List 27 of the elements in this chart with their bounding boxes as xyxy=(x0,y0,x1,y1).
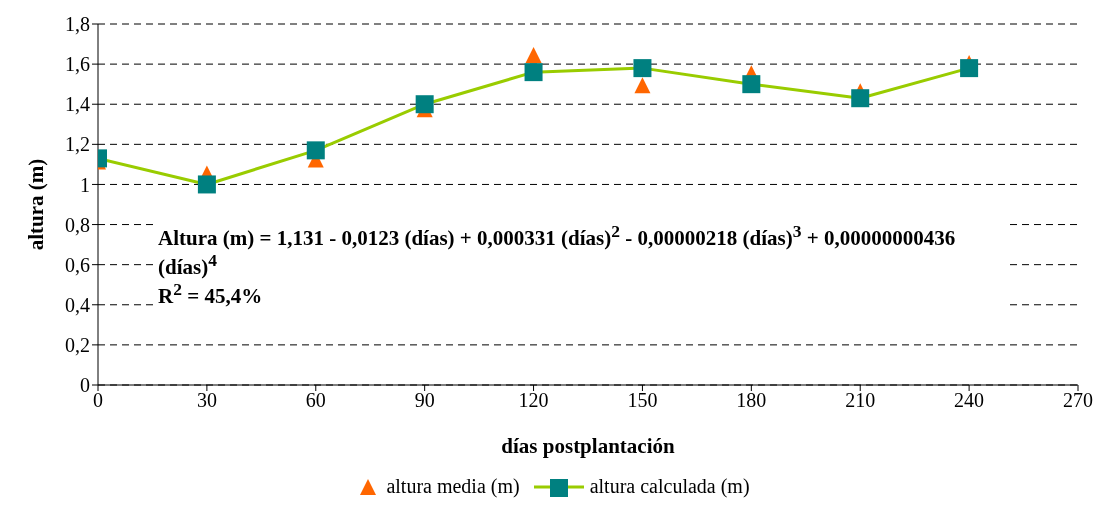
text: Altura (m) = 1,131 - 0,0123 (días) + 0,000331 (días)$^{2}$ - 0,00000218 (días)$^{3}$ + 0,00000000436 (días)$^{4}$ xyxy=(158,221,956,279)
x-tick-label: 210 xyxy=(845,389,876,412)
y-axis-title: altura (m) xyxy=(24,158,49,251)
y-tick-label: 0,4 xyxy=(65,293,90,316)
y-tick-label: 0,6 xyxy=(65,253,90,276)
x-tick-label: 240 xyxy=(954,389,985,412)
legend-label: altura media (m) xyxy=(386,475,520,498)
x-tick-label: 120 xyxy=(518,389,549,412)
x-tick-label: 150 xyxy=(627,389,658,412)
x-tick-label: 30 xyxy=(196,389,217,412)
x-tick-label: 90 xyxy=(414,389,435,412)
y-tick-label: 1,6 xyxy=(65,53,90,76)
y-tick-label: 0 xyxy=(80,374,90,397)
annotation: R$^{2}$ = 45,4% xyxy=(158,279,264,308)
y-tick-label: 1,4 xyxy=(65,93,90,116)
x-axis-title: días postplantación xyxy=(501,434,675,458)
x-tick-label: 180 xyxy=(736,389,767,412)
y-tick-label: 0,2 xyxy=(65,333,90,356)
y-tick-label: 1,8 xyxy=(65,13,90,36)
x-tick-label: 270 xyxy=(1063,389,1093,412)
y-tick-label: 1,2 xyxy=(65,133,90,156)
y-tick-label: 0,8 xyxy=(65,213,90,236)
point xyxy=(525,47,542,64)
y-tick-label: 1 xyxy=(80,173,90,196)
x-tick-label: 60 xyxy=(305,389,326,412)
point xyxy=(634,77,651,94)
legend-label: altura calculada (m) xyxy=(589,475,750,498)
